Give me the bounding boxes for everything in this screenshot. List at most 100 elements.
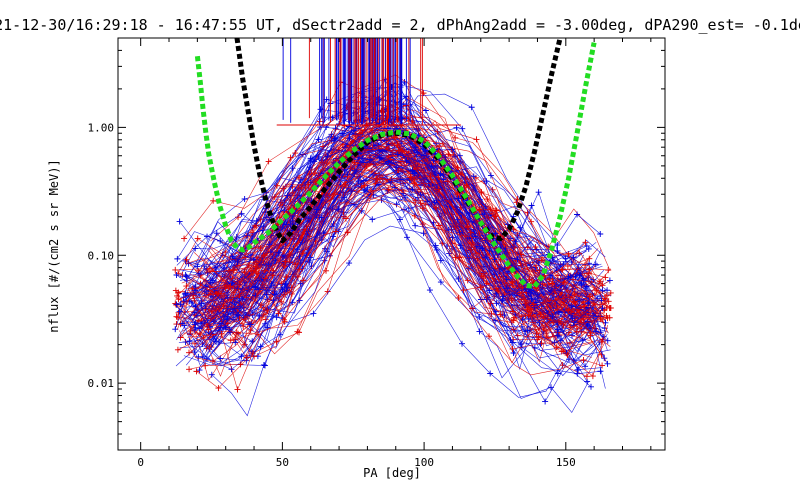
measurement-point	[202, 362, 209, 369]
measurement-point	[213, 230, 220, 237]
measurement-point	[407, 174, 414, 181]
measurement-point	[437, 279, 444, 286]
measurement-point	[359, 155, 366, 162]
measurement-point	[182, 272, 189, 279]
measurement-point	[194, 235, 201, 242]
measurement-point	[234, 259, 241, 266]
measurement-point	[570, 276, 577, 283]
measurement-trace	[202, 116, 580, 292]
measurement-point	[331, 135, 338, 142]
measurement-point	[566, 339, 573, 346]
measurement-point	[318, 214, 325, 221]
measurement-point	[540, 325, 547, 332]
measurement-point	[186, 366, 193, 373]
measurement-point	[275, 310, 282, 317]
measurement-point	[320, 143, 327, 150]
measurement-point	[311, 158, 318, 165]
measurement-trace	[194, 171, 585, 363]
measurement-trace	[181, 157, 590, 324]
measurement-point	[492, 213, 499, 220]
measurement-point	[476, 328, 483, 335]
measurement-point	[208, 371, 215, 378]
measurement-point	[393, 201, 400, 208]
measurement-point	[332, 228, 339, 235]
measurement-point	[500, 293, 507, 300]
measurement-point	[477, 284, 484, 291]
measurement-point	[597, 231, 604, 238]
measurement-point	[510, 326, 517, 333]
measurement-point	[426, 287, 433, 294]
measurement-point	[212, 264, 219, 271]
measurement-trace	[208, 155, 601, 330]
measurement-point	[409, 167, 416, 174]
y-axis: 0.01 0.10 1.00	[88, 37, 665, 451]
model-curve	[194, 42, 597, 289]
plot-frame	[117, 37, 666, 451]
measurement-point	[199, 340, 206, 347]
measurement-point	[607, 305, 614, 312]
measurement-point	[292, 150, 299, 157]
measurement-point	[565, 307, 572, 314]
measurement-point	[341, 194, 348, 201]
measurement-point	[483, 178, 490, 185]
measurement-point	[572, 273, 579, 280]
measurement-point	[487, 370, 494, 377]
measurement-point	[173, 313, 180, 320]
measurement-point	[601, 355, 608, 362]
measurement-point	[172, 266, 179, 273]
measurement-trace	[211, 225, 590, 417]
measurement-point	[554, 242, 561, 249]
measurement-point	[351, 159, 358, 166]
measurement-point	[182, 290, 189, 297]
measurement-point	[396, 216, 403, 223]
measurement-trace	[194, 141, 589, 326]
measurement-point	[550, 319, 557, 326]
top-marker-lines	[276, 38, 461, 126]
measurement-point	[296, 329, 303, 336]
measurement-point	[482, 237, 489, 244]
measurement-point	[268, 282, 275, 289]
measurement-point	[344, 229, 351, 236]
measurement-trace	[180, 153, 603, 353]
measurement-point	[241, 195, 248, 202]
y-tick-label: 1.00	[88, 121, 115, 134]
measurement-point	[549, 280, 556, 287]
measurement-point	[296, 266, 303, 273]
measurement-point	[227, 337, 234, 344]
measurement-point	[541, 272, 548, 279]
measurement-point	[580, 356, 587, 363]
measurement-point	[517, 224, 524, 231]
measurement-point	[554, 370, 561, 377]
measurement-point	[464, 224, 471, 231]
measurement-point	[432, 242, 439, 249]
measurement-point	[177, 301, 184, 308]
measurement-point	[259, 227, 266, 234]
measurement-point	[459, 125, 466, 132]
measurement-point	[206, 344, 213, 351]
measurement-point	[538, 340, 545, 347]
measurement-point	[346, 135, 353, 142]
measurement-trace	[186, 119, 603, 301]
measurement-point	[369, 216, 376, 223]
measurement-point	[590, 300, 597, 307]
measurement-point	[174, 255, 181, 262]
measurement-point	[394, 151, 401, 158]
measurement-point	[271, 291, 278, 298]
measurement-point	[265, 261, 272, 268]
measurement-point	[198, 300, 205, 307]
measurement-point	[196, 325, 203, 332]
chart-title: 2021-12-30/16:29:18 - 16:47:55 UT, dSect…	[0, 16, 800, 34]
measurement-point	[265, 158, 272, 165]
x-tick-label: 0	[137, 456, 144, 469]
measurement-point	[588, 383, 595, 390]
measurement-point	[570, 254, 577, 261]
measurement-point	[511, 314, 518, 321]
measurement-point	[191, 287, 198, 294]
measurement-point	[532, 243, 539, 250]
measurement-point	[257, 343, 264, 350]
measurement-point	[385, 158, 392, 165]
measurement-point	[245, 262, 252, 269]
measurement-point	[174, 314, 181, 321]
measurement-point	[599, 305, 606, 312]
measurement-point	[260, 362, 267, 369]
